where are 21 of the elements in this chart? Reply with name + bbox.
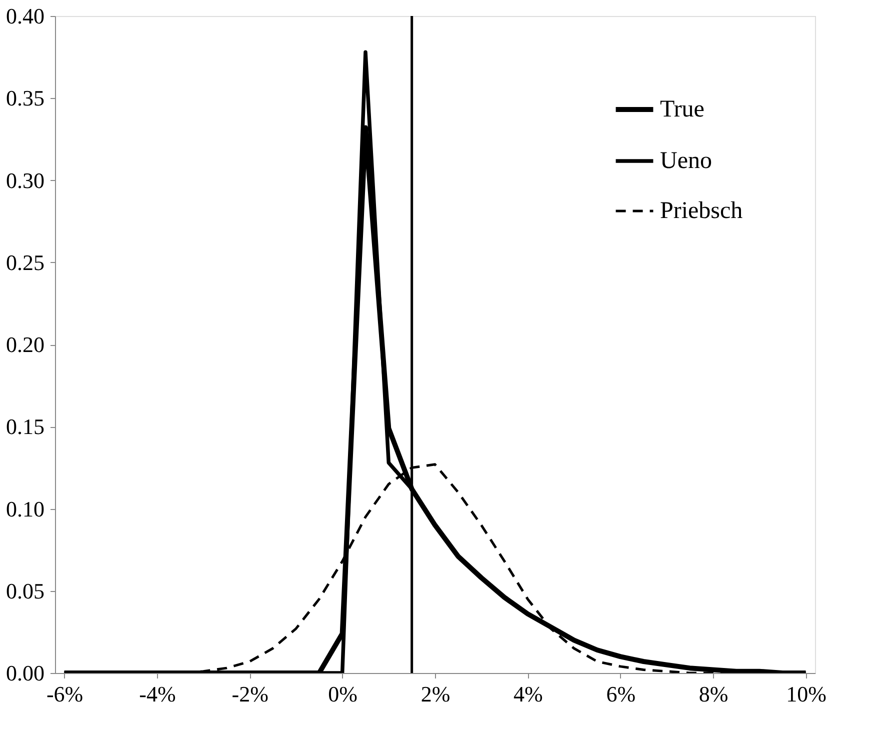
y-tick-label: 0.20 <box>6 332 44 357</box>
x-tick-label: 4% <box>514 682 543 706</box>
y-tick-label: 0.40 <box>6 4 44 28</box>
x-tick-label: -4% <box>139 682 176 706</box>
y-tick-label: 0.00 <box>6 660 44 686</box>
x-tick-label: 8% <box>698 682 728 706</box>
legend-label: Priebsch <box>660 198 743 224</box>
legend-label: True <box>660 96 704 122</box>
x-tick-label: 10% <box>786 682 826 706</box>
y-tick-label: 0.15 <box>6 414 44 440</box>
x-tick-label: 6% <box>606 682 636 706</box>
x-tick-label: -2% <box>232 682 268 706</box>
y-tick-label: 0.35 <box>6 86 44 111</box>
x-tick-label: 0% <box>328 682 358 706</box>
x-tick-label: -6% <box>46 682 84 706</box>
y-tick-label: 0.05 <box>6 578 44 604</box>
y-tick-label: 0.30 <box>6 168 44 193</box>
legend-label: Ueno <box>660 148 712 174</box>
y-tick-label: 0.25 <box>6 250 44 275</box>
x-tick-label: 2% <box>420 682 450 706</box>
y-tick-label: 0.10 <box>6 496 44 522</box>
